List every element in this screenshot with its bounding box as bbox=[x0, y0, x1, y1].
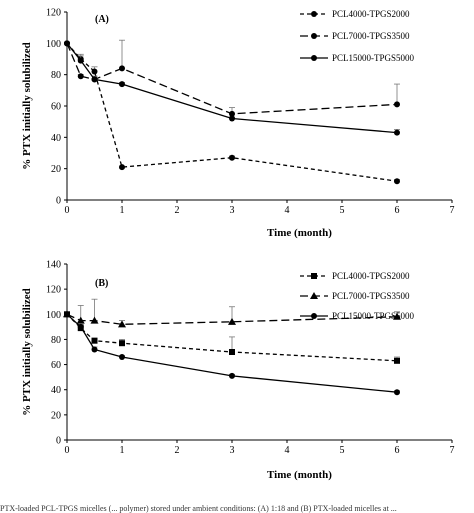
data-point bbox=[394, 389, 400, 396]
y-tick-label: 140 bbox=[46, 260, 61, 271]
panel-label: (B) bbox=[95, 278, 108, 289]
data-point bbox=[394, 101, 400, 108]
x-tick-label: 0 bbox=[65, 205, 70, 216]
x-tick-label: 2 bbox=[175, 445, 180, 456]
y-tick-label: 80 bbox=[51, 70, 61, 81]
x-tick-label: 4 bbox=[285, 445, 290, 456]
data-point bbox=[119, 81, 125, 88]
y-tick-label: 120 bbox=[46, 285, 61, 296]
x-tick-label: 3 bbox=[230, 445, 235, 456]
data-point bbox=[64, 40, 70, 47]
data-point bbox=[229, 115, 235, 122]
data-point bbox=[76, 316, 85, 324]
legend-marker bbox=[311, 11, 317, 17]
x-axis-title: Time (month) bbox=[267, 227, 332, 239]
data-point bbox=[229, 154, 235, 161]
data-point bbox=[77, 323, 84, 330]
x-tick-label: 4 bbox=[285, 205, 290, 216]
data-point bbox=[394, 178, 400, 185]
data-point bbox=[119, 340, 125, 347]
series-line bbox=[66, 313, 398, 325]
data-point bbox=[228, 317, 236, 325]
data-point bbox=[229, 110, 235, 117]
figure-caption: PTX-loaded PCL-TPGS micelles (... polyme… bbox=[0, 504, 397, 513]
x-tick-label: 6 bbox=[395, 445, 400, 456]
y-axis-title: % PTX initially solubilized bbox=[21, 42, 33, 169]
x-tick-label: 2 bbox=[175, 205, 180, 216]
legend-label: PCL4000-TPGS2000 bbox=[332, 9, 410, 19]
y-axis-title: % PTX initially solubilized bbox=[21, 288, 33, 415]
data-point bbox=[91, 76, 98, 83]
x-tick-label: 7 bbox=[450, 445, 455, 456]
series-line bbox=[66, 43, 398, 115]
data-point bbox=[91, 337, 98, 344]
legend-label: PCL7000-TPGS3500 bbox=[332, 291, 410, 301]
y-tick-label: 20 bbox=[51, 164, 61, 175]
legend-label: PCL7000-TPGS3500 bbox=[332, 31, 410, 41]
data-point bbox=[119, 65, 125, 72]
y-tick-label: 40 bbox=[51, 385, 61, 396]
legend-marker bbox=[311, 33, 317, 39]
series-line bbox=[66, 42, 398, 134]
y-tick-label: 20 bbox=[51, 410, 61, 421]
legend-marker bbox=[310, 292, 318, 299]
data-point bbox=[119, 354, 125, 361]
chart-panel-a: 0 20 40 60 80 100 120 0 1 2 3 4 5 6 7 Time (month) % PTX… bbox=[21, 8, 455, 240]
x-tick-label: 7 bbox=[450, 205, 455, 216]
chart-panel-b: 0 20 40 60 80 100 120 140 0 1 2 3 4 5 6 7 Time (month) % … bbox=[21, 260, 455, 482]
y-tick-label: 0 bbox=[56, 436, 61, 447]
data-point bbox=[394, 129, 400, 136]
x-tick-label: 5 bbox=[340, 205, 345, 216]
x-tick-label: 6 bbox=[395, 205, 400, 216]
data-point bbox=[77, 73, 84, 80]
data-point bbox=[77, 57, 84, 64]
data-point bbox=[393, 312, 401, 320]
data-point bbox=[229, 349, 235, 355]
legend-label: PCL15000-TPGS5000 bbox=[332, 311, 415, 321]
data-point bbox=[91, 346, 98, 353]
data-point bbox=[119, 164, 125, 171]
y-tick-label: 80 bbox=[51, 335, 61, 346]
y-tick-label: 60 bbox=[51, 360, 61, 371]
x-tick-label: 5 bbox=[340, 445, 345, 456]
y-tick-label: 100 bbox=[46, 39, 61, 50]
series-line bbox=[66, 42, 398, 182]
data-point bbox=[64, 311, 70, 318]
y-tick-label: 60 bbox=[51, 102, 61, 113]
legend-marker bbox=[311, 55, 317, 61]
y-tick-label: 40 bbox=[51, 133, 61, 144]
x-tick-label: 3 bbox=[230, 205, 235, 216]
legend-label: PCL4000-TPGS2000 bbox=[332, 271, 410, 281]
data-point bbox=[91, 68, 98, 75]
data-point bbox=[90, 316, 99, 324]
series-line bbox=[66, 313, 398, 393]
data-point bbox=[394, 357, 400, 364]
data-point bbox=[118, 320, 126, 328]
y-tick-label: 100 bbox=[46, 310, 61, 321]
x-tick-label: 1 bbox=[120, 205, 125, 216]
x-axis-title: Time (month) bbox=[267, 469, 332, 481]
legend-marker bbox=[311, 273, 317, 279]
y-tick-label: 120 bbox=[46, 8, 61, 19]
legend-label: PCL15000-TPGS5000 bbox=[332, 53, 415, 63]
y-tick-label: 0 bbox=[56, 196, 61, 207]
x-tick-label: 0 bbox=[65, 445, 70, 456]
x-tick-label: 1 bbox=[120, 445, 125, 456]
panel-label: (A) bbox=[95, 14, 109, 25]
data-point bbox=[229, 372, 235, 379]
legend-marker bbox=[311, 313, 317, 319]
